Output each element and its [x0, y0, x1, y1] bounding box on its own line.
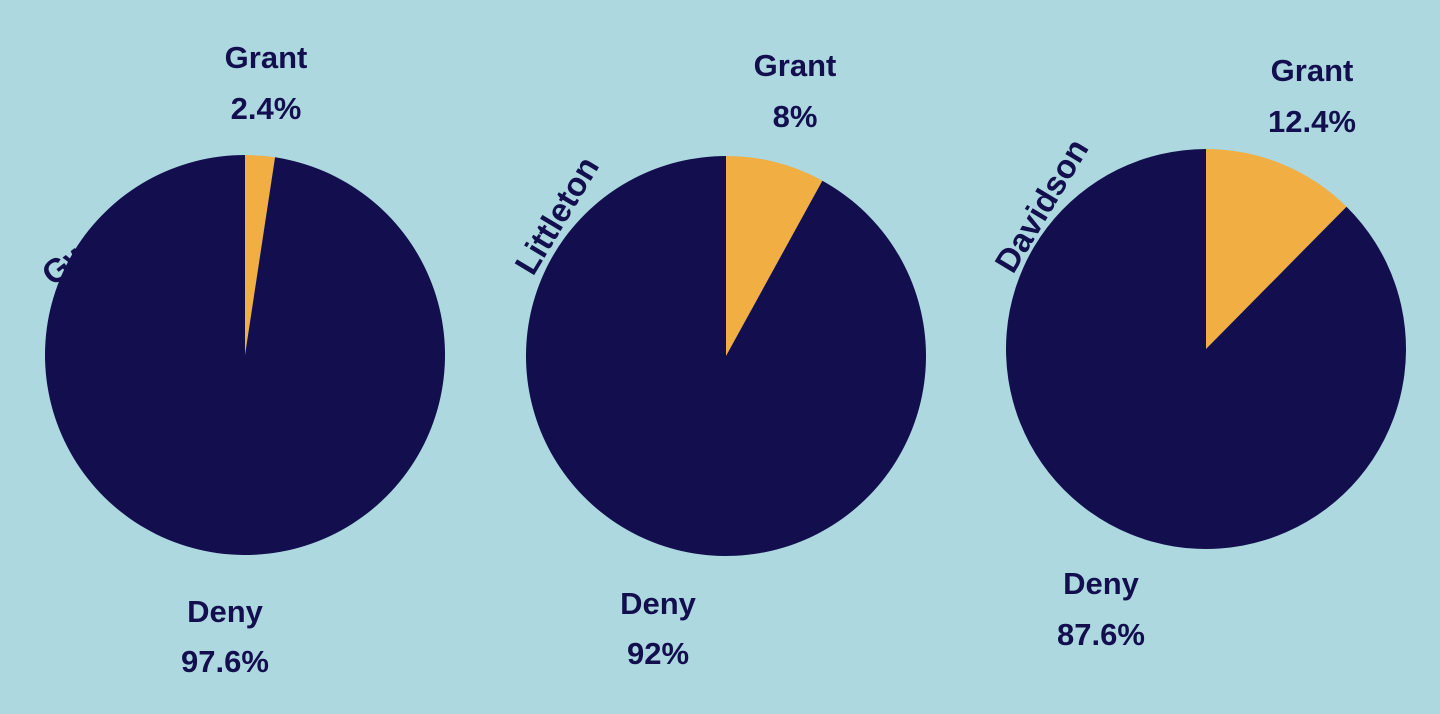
pie-2-grant-category-label: Grant	[754, 48, 837, 83]
pie-3-grant-value-label: 12.4%	[1268, 104, 1356, 139]
pie-1-grant-category-label: Grant	[225, 40, 308, 75]
pie-3-slice-grant	[1206, 148, 1347, 349]
pie-2-slice-deny	[525, 155, 926, 556]
pie-3-slice-deny	[1006, 149, 1407, 549]
pie-1-deny-category-label: Deny	[187, 594, 264, 629]
pie-2-slice-grant	[726, 156, 823, 356]
pie-1-deny-value-label: 97.6%	[181, 644, 269, 679]
pie-3-deny-value-label: 87.6%	[1057, 617, 1145, 652]
pie-1-slice-deny	[45, 155, 446, 555]
pie-2-deny-value-label: 92%	[627, 636, 689, 671]
pie-2-grant-value-label: 8%	[773, 99, 818, 134]
pie-chart-1: Gwathney Grant 2.4% Deny 97.6%	[35, 40, 446, 679]
pie-2-deny-category-label: Deny	[620, 586, 697, 621]
pie-1-grant-value-label: 2.4%	[231, 91, 302, 126]
pie-1-slice-grant	[245, 155, 276, 355]
pie-3-grant-category-label: Grant	[1271, 53, 1354, 88]
pie-chart-3: Davidson Grant 12.4% Deny 87.6%	[987, 53, 1407, 652]
pie-3-deny-category-label: Deny	[1063, 566, 1140, 601]
